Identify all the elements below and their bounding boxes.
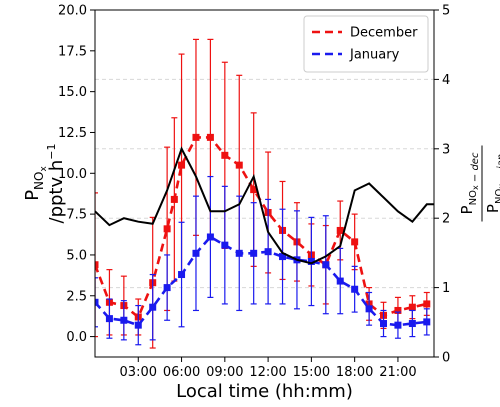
plot-frame [94,9,435,358]
y-right-den-sub: NO [494,189,500,204]
y-left-tick-label: 2.5 [66,289,87,304]
data-point [221,241,229,249]
y-right-num-suffix: − dec [470,152,481,185]
y-left-tick-label: 17.5 [58,44,87,59]
data-point [170,195,178,203]
data-point [394,321,402,329]
y-right-label-denominator: PNOx − jan [484,154,500,213]
data-point [206,133,214,141]
y-right-den-suffix: − jan [496,154,500,184]
y-right-tick-label: 4 [442,73,450,88]
y-left-label-subsub: x [39,166,49,172]
data-point [250,249,258,257]
x-tick-label: 06:00 [163,365,200,380]
legend-label: December [350,26,418,41]
y-right-tick-label: 5 [442,4,450,19]
series-group [95,38,434,349]
y-left-tick-label: 20.0 [58,4,87,19]
data-point [105,315,113,323]
y-right-num-sub: NO [468,190,479,205]
data-point [351,285,359,293]
data-point [307,257,315,265]
series-line-ratio [95,146,434,265]
data-point [178,271,186,279]
y-left-label-line2: /pptv h−1 [45,144,67,224]
data-point [365,305,373,313]
data-point [120,316,128,324]
y-right-tick-label: 2 [442,212,450,227]
y-left-tick-label: 15.0 [58,85,87,100]
axes: 0.0 2.5 5.0 7.5 10.0 12.5 15.0 17.5 20.0 0 1 2 3 4 5 03… [58,4,450,381]
y-right-tick-label: 3 [442,142,450,157]
legend: December January [303,15,429,73]
y-right-den-main: P [484,204,500,213]
y-left-label-line1: PNOx [22,166,49,201]
y-left-tick-label: 0.0 [66,330,87,345]
data-point [95,261,99,269]
series-layer [95,38,434,349]
x-tick-label: 18:00 [336,365,373,380]
y-left-label-main: P [22,190,43,201]
data-point [235,161,243,169]
data-point [408,320,416,328]
y-left-label-sub: NO [32,172,46,190]
y-right-axis-label: PNOx − decPNOx − jan [458,145,500,222]
data-point [264,248,272,256]
data-point [423,318,431,326]
data-point [235,249,243,257]
data-point [380,320,388,328]
data-point [192,249,200,257]
x-tick-label: 21:00 [379,365,416,380]
y-left-tick-label: 7.5 [66,208,87,223]
data-point [394,306,402,314]
data-point [134,321,142,329]
data-point [221,151,229,159]
x-axis-label: Local time (hh:mm) [176,381,353,402]
data-point [163,284,171,292]
data-point [178,161,186,169]
data-point [192,133,200,141]
y-left-tick-label: 5.0 [66,248,87,263]
legend-item-january: January [312,48,400,63]
x-tick-label: 15:00 [293,365,330,380]
y-right-den-subsub: x [497,184,500,189]
x-tick-label: 09:00 [206,365,243,380]
y-right-num-subsub: x [471,185,480,190]
data-point [149,303,157,311]
data-point [206,233,214,241]
y-left-label-sup: −1 [45,144,58,160]
data-point [322,261,330,269]
data-point [163,225,171,233]
x-tick-label: 03:00 [120,365,157,380]
data-point [95,298,99,306]
series-line-january [95,235,427,327]
legend-item-december: December [312,26,418,41]
series-january [95,175,431,346]
data-point [279,253,287,261]
series-line-december [95,136,428,320]
y-left-label-unit: /pptv h [46,160,67,224]
y-right-label-numerator: PNOx − dec [458,152,481,214]
y-left-tick-label: 12.5 [58,126,87,141]
y-right-num-main: P [458,205,476,214]
y-right-tick-label: 0 [442,351,450,366]
y-left-axis-label: PNOx/pptv h−1 [22,144,67,224]
series-ratio [95,146,434,265]
data-point [336,226,344,234]
grid-lines [95,78,434,289]
legend-box [303,15,429,73]
y-right-tick-label: 1 [442,281,450,296]
x-tick-label: 12:00 [249,365,286,380]
data-point [250,186,258,194]
data-point [351,238,359,246]
data-point [336,277,344,285]
y-left-tick-label: 10.0 [58,167,87,182]
data-point [408,303,416,311]
data-point [423,300,431,308]
legend-label: January [349,48,400,63]
